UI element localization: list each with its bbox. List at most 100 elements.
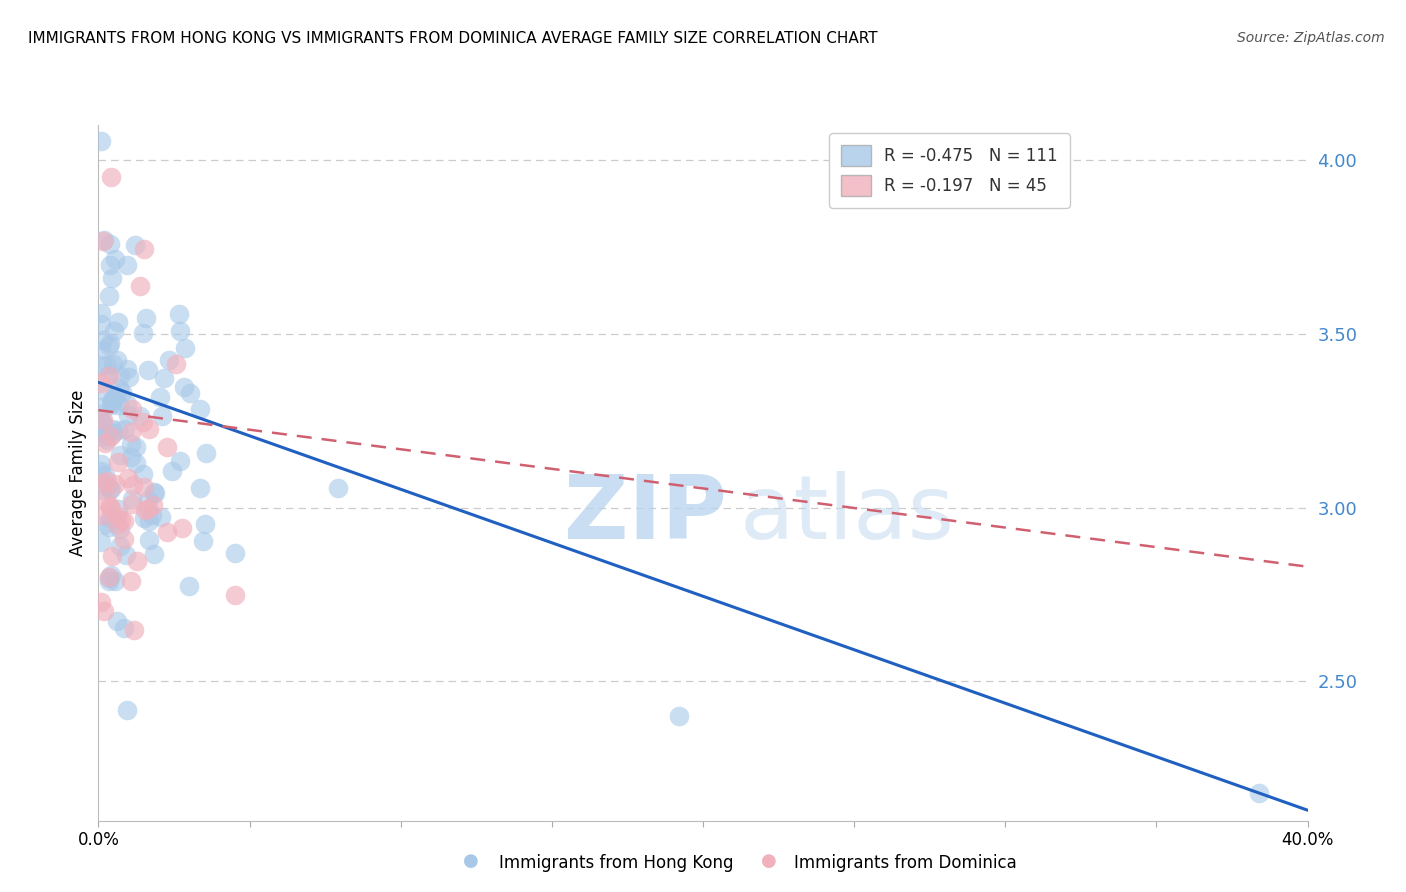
Point [93, 417, 115, 431]
Point [100, 169, 122, 185]
Point [191, 534, 214, 549]
Point [1249, 786, 1271, 800]
Point [117, 408, 139, 422]
Point [117, 471, 139, 485]
Point [110, 539, 132, 553]
Legend: R = -0.475   N = 111, R = -0.197   N = 45: R = -0.475 N = 111, R = -0.197 N = 45 [830, 133, 1070, 208]
Point [100, 568, 122, 582]
Point [90, 464, 112, 478]
Text: Immigrants from Hong Kong: Immigrants from Hong Kong [499, 855, 734, 872]
Point [97, 368, 120, 383]
Point [98, 259, 121, 273]
Point [114, 515, 136, 529]
Point [101, 357, 124, 371]
Point [173, 379, 195, 393]
Point [91, 413, 114, 427]
Text: atlas: atlas [740, 471, 955, 558]
Point [112, 532, 135, 546]
Point [108, 381, 131, 395]
Point [96, 359, 118, 373]
Point [194, 516, 217, 531]
Point [142, 547, 165, 561]
Point [90, 407, 112, 421]
Point [129, 409, 152, 423]
Point [125, 554, 148, 568]
Point [94, 491, 117, 506]
Point [172, 521, 194, 535]
Point [105, 516, 128, 531]
Point [114, 548, 136, 562]
Point [100, 336, 122, 351]
Point [90, 595, 112, 609]
Point [118, 370, 141, 384]
Point [90, 535, 112, 549]
Point [98, 520, 121, 534]
Point [97, 574, 120, 588]
Point [107, 315, 129, 329]
Point [100, 482, 122, 496]
Point [120, 437, 142, 451]
Point [90, 508, 112, 522]
Point [177, 579, 200, 593]
Point [105, 509, 128, 524]
Point [90, 423, 112, 437]
Point [132, 511, 155, 525]
Point [90, 376, 112, 390]
Point [121, 491, 143, 506]
Point [135, 311, 157, 326]
Point [98, 499, 121, 513]
Point [100, 482, 122, 496]
Point [91, 333, 114, 347]
Point [120, 574, 142, 589]
Point [93, 384, 115, 398]
Point [98, 339, 121, 353]
Point [136, 493, 159, 508]
Point [132, 415, 155, 429]
Point [115, 362, 138, 376]
Point [134, 502, 156, 516]
Point [101, 393, 124, 408]
Point [132, 242, 155, 256]
Point [143, 485, 166, 500]
Point [160, 464, 183, 478]
Point [91, 235, 114, 249]
Point [121, 401, 143, 416]
Point [142, 498, 165, 512]
Point [110, 368, 132, 383]
Point [91, 476, 114, 491]
Point [138, 514, 160, 528]
Point [128, 279, 150, 293]
Point [115, 258, 138, 272]
Point [101, 422, 124, 436]
Point [90, 343, 112, 357]
Point [188, 401, 211, 416]
Point [112, 621, 135, 635]
Point [107, 423, 129, 437]
Point [98, 571, 121, 585]
Point [156, 440, 179, 454]
Point [90, 457, 112, 471]
Point [105, 353, 128, 368]
Point [105, 614, 128, 628]
Text: ●: ● [761, 852, 778, 870]
Point [98, 511, 121, 525]
Point [94, 467, 117, 482]
Point [122, 478, 145, 492]
Point [149, 390, 172, 404]
Point [93, 603, 115, 617]
Point [101, 396, 124, 410]
Point [104, 252, 127, 267]
Point [224, 588, 246, 602]
Point [98, 288, 121, 302]
Point [141, 508, 163, 522]
Point [105, 387, 128, 401]
Point [132, 480, 155, 494]
Point [122, 623, 145, 637]
Point [138, 422, 160, 436]
Point [108, 398, 131, 412]
Point [108, 448, 131, 462]
Point [90, 134, 112, 148]
Point [115, 703, 138, 717]
Point [143, 485, 166, 500]
Point [150, 510, 173, 524]
